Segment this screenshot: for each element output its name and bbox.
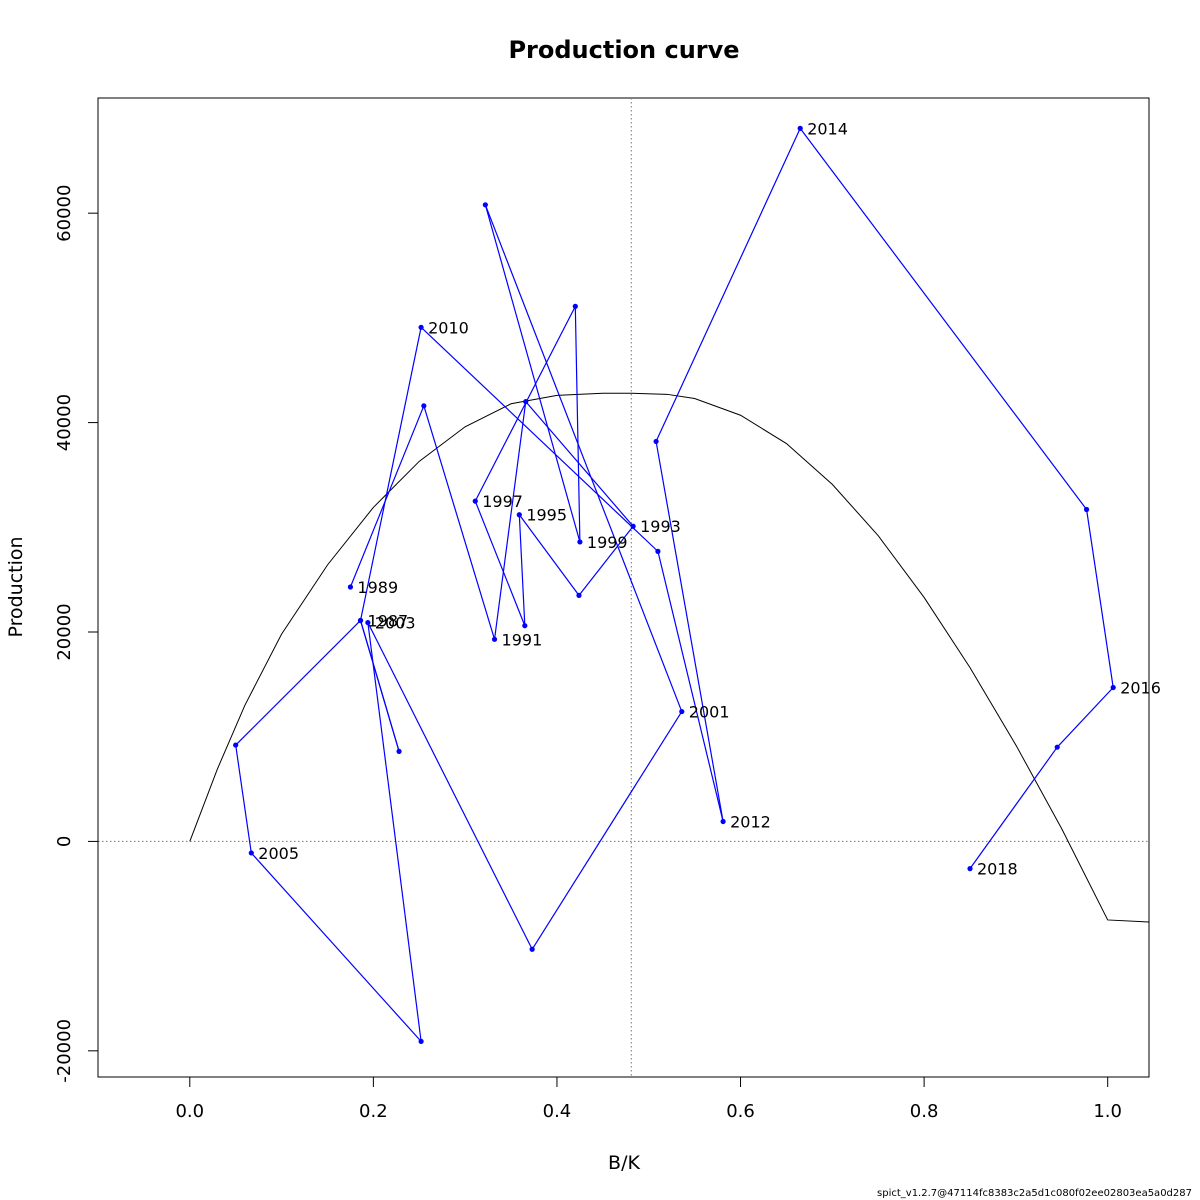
data-point (418, 324, 424, 330)
chart-title: Production curve (508, 36, 739, 64)
year-label: 1991 (502, 630, 543, 649)
trajectory-segment (578, 525, 634, 596)
data-point (233, 742, 239, 748)
trajectory-segment (250, 852, 422, 1042)
data-point (347, 584, 354, 590)
trajectory-segment (799, 128, 1088, 510)
trajectory-segment (367, 622, 533, 950)
trajectory-segment (969, 746, 1058, 869)
y-axis: -20000 0 20000 40000 60000 (54, 185, 99, 1083)
trajectory-segment (474, 500, 526, 626)
year-label: 1999 (587, 533, 628, 552)
year-label: 2014 (807, 119, 848, 138)
trajectory-segment (367, 622, 422, 1042)
year-label: 2012 (730, 813, 771, 832)
trajectory-segment (235, 620, 361, 746)
data-point (797, 125, 803, 131)
trajectory-segment (359, 620, 400, 752)
plot-frame (97, 97, 1150, 1078)
y-axis-label: Production (5, 536, 27, 637)
trajectory-segment (518, 514, 580, 596)
year-label: 2016 (1120, 678, 1161, 697)
x-tick-label: 0.2 (359, 1101, 388, 1122)
trajectory-segment (655, 128, 801, 442)
data-point (653, 438, 659, 445)
year-label: 1987 (368, 611, 409, 630)
x-tick-label: 0.4 (543, 1101, 572, 1122)
y-tick-label: 20000 (54, 603, 75, 660)
data-point (1054, 744, 1060, 750)
production-curve (189, 392, 1150, 923)
data-point (472, 498, 478, 504)
data-point (396, 748, 402, 754)
data-point (679, 708, 685, 715)
series-trajectory (233, 125, 1116, 1044)
data-point (418, 1038, 424, 1044)
trajectory-segment (531, 711, 683, 950)
year-label: 1993 (640, 517, 681, 536)
data-point (421, 403, 427, 409)
x-axis-label: B/K (608, 1152, 640, 1174)
data-point (1110, 684, 1116, 691)
data-point (365, 619, 371, 626)
year-label: 2001 (689, 703, 730, 722)
year-label: 2018 (977, 860, 1018, 879)
year-label: 2003 (375, 614, 416, 633)
trajectory-segment (493, 401, 527, 640)
reference-lines (98, 98, 1149, 1077)
data-point (967, 866, 973, 872)
data-point (572, 303, 578, 309)
x-tick-label: 0.0 (175, 1101, 204, 1122)
year-label: 1989 (357, 578, 398, 597)
data-point (491, 636, 498, 642)
trajectory-segment (574, 306, 581, 542)
y-tick-label: 40000 (54, 394, 75, 451)
data-point (1083, 506, 1090, 513)
data-point (357, 617, 364, 624)
version-footer: spict_v1.2.7@47114fc8383c2a5d1c080f02ee0… (877, 1188, 1192, 1199)
data-point (655, 548, 661, 554)
data-point (522, 623, 528, 629)
data-point (516, 512, 522, 518)
year-label: 1997 (482, 492, 523, 511)
trajectory-segment (359, 327, 422, 621)
x-tick-label: 0.8 (910, 1101, 939, 1122)
x-tick-label: 1.0 (1093, 1101, 1122, 1122)
data-point (523, 399, 529, 405)
data-point (576, 592, 582, 598)
data-point (720, 818, 726, 825)
year-label: 2005 (258, 844, 299, 863)
year-label: 2010 (428, 318, 469, 337)
trajectory-segment (484, 204, 581, 543)
trajectory-segment (349, 405, 425, 588)
trajectory-segment (657, 551, 724, 822)
trajectory-segment (1085, 509, 1114, 688)
x-axis: 0.0 0.2 0.4 0.6 0.8 1.0 (175, 1076, 1122, 1122)
y-tick-label: -20000 (54, 1019, 75, 1083)
trajectory-segment (655, 441, 724, 822)
data-point (248, 850, 254, 856)
y-tick-label: 60000 (54, 185, 75, 242)
y-tick-label: 0 (54, 836, 75, 847)
trajectory-segment (1056, 687, 1114, 748)
trajectory-segment (423, 405, 496, 640)
year-label: 1995 (526, 506, 567, 525)
x-tick-label: 0.6 (726, 1101, 755, 1122)
trajectory-segment (420, 326, 659, 552)
trajectory-segment (235, 744, 252, 854)
data-point (630, 523, 636, 529)
data-point (577, 539, 583, 545)
trajectory-segment (518, 514, 526, 626)
data-point (482, 202, 488, 208)
production-curve-line (189, 392, 1150, 923)
data-point (529, 946, 535, 952)
trajectory-segment (484, 204, 683, 712)
trajectory-segment (525, 401, 634, 527)
